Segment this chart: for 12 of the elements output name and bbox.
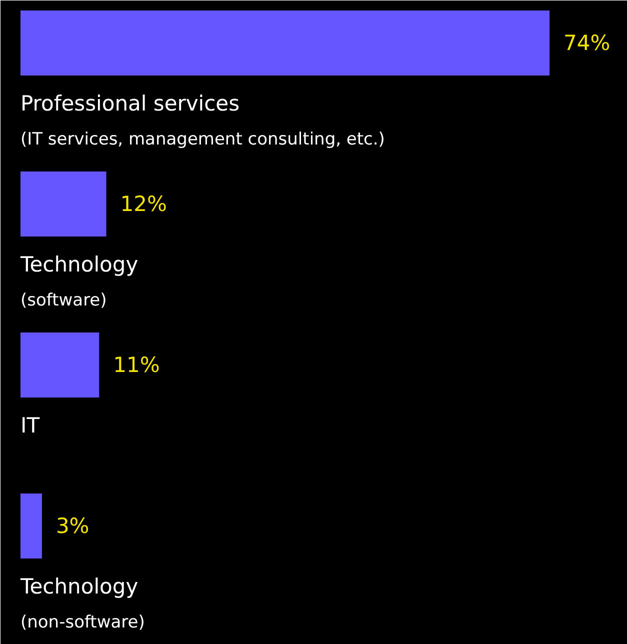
bar <box>20 494 42 558</box>
y-tick-label: Technology (software) <box>20 252 138 310</box>
y-tick-label: IT <box>20 414 40 438</box>
data-label: 11% <box>113 353 160 377</box>
y-tick-label: Professional services (IT services, management consulting, etc.) <box>20 92 385 150</box>
data-label: 74% <box>564 31 610 55</box>
data-label: 12% <box>120 192 167 216</box>
bar <box>20 172 106 236</box>
bar <box>20 10 550 76</box>
y-tick-label: Technology (non-software) <box>20 574 145 632</box>
bar <box>20 332 100 398</box>
data-label: 3% <box>56 514 90 538</box>
